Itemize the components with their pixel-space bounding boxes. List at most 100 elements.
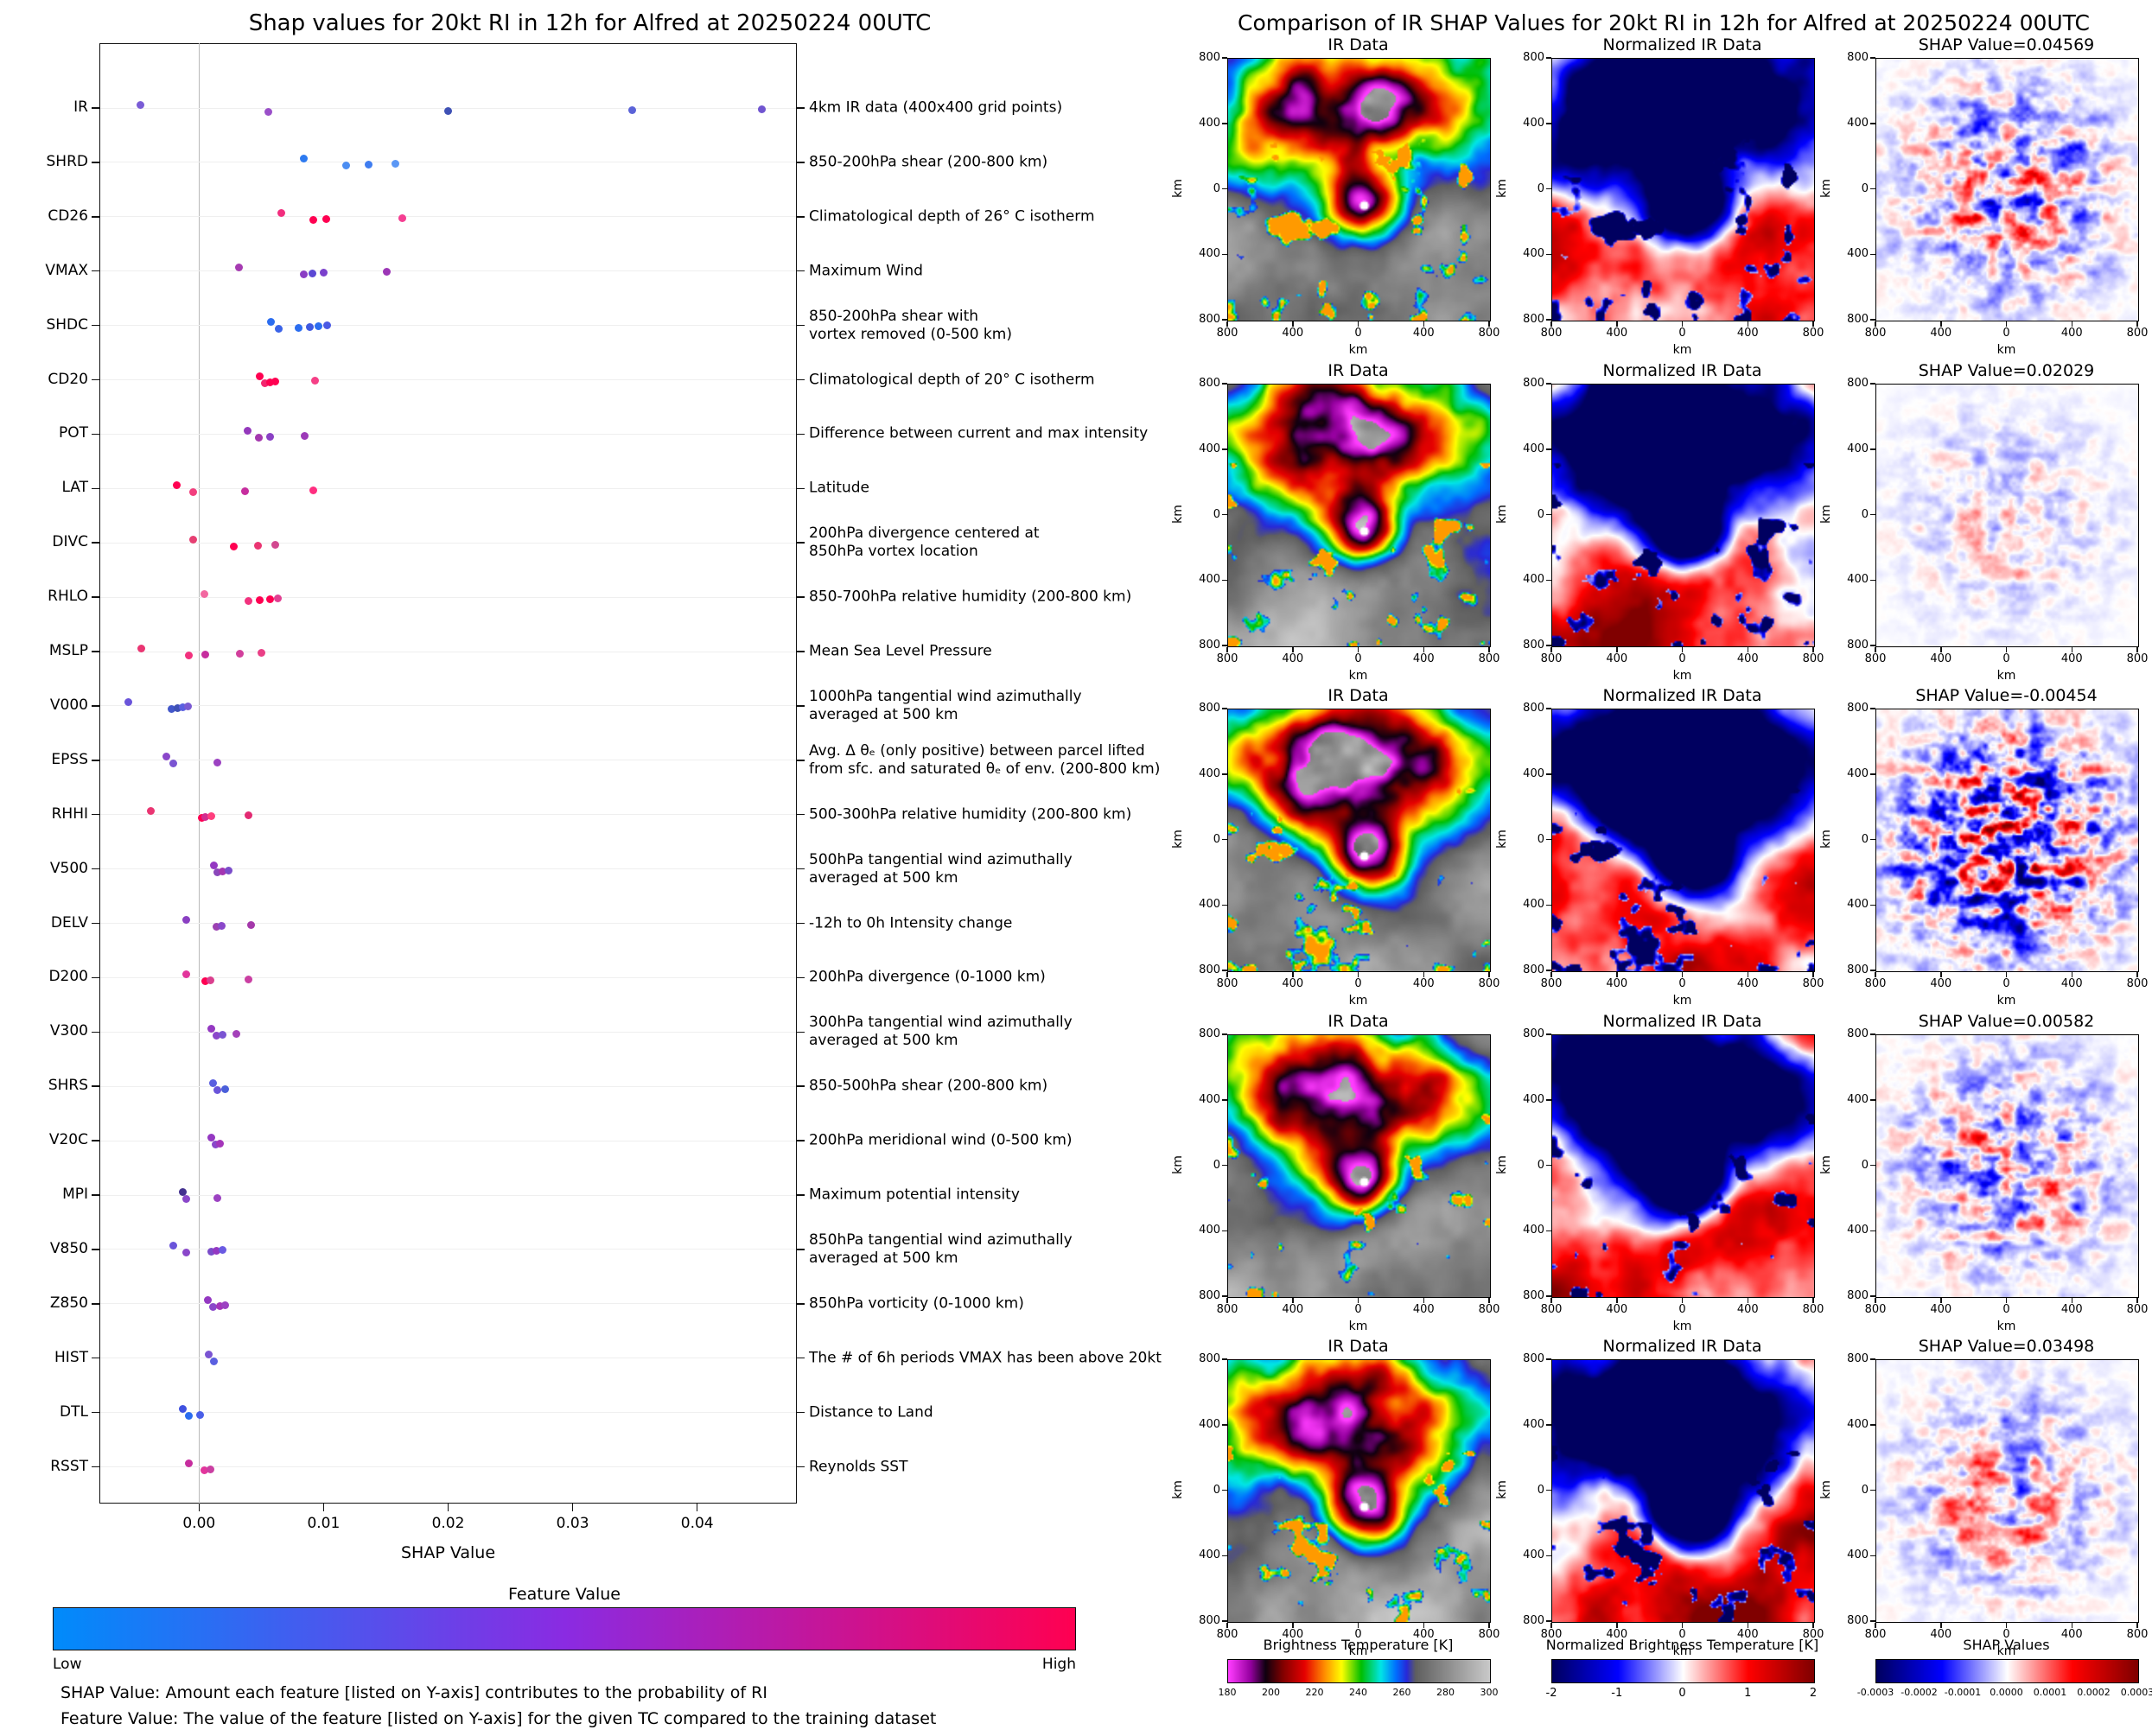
y-tickmark-right — [797, 922, 805, 925]
x-tick-label: 800 — [2126, 1628, 2149, 1641]
x-tick-label: 400 — [1412, 977, 1435, 990]
y-axis-tickmark — [1546, 1555, 1551, 1556]
y-axis-tickmark — [1870, 1424, 1875, 1426]
y-tick-label: 800 — [1847, 1352, 1869, 1365]
x-tick-label: 400 — [1282, 1303, 1304, 1316]
caption-shap-value: SHAP Value: Amount each feature [listed … — [60, 1683, 767, 1702]
shap-dot — [306, 323, 315, 332]
y-axis-km-label: km — [1171, 178, 1185, 198]
feature-description-D200: 200hPa divergence (0-1000 km) — [809, 968, 1046, 986]
x-tick-label: 400 — [1736, 1303, 1759, 1316]
x-tick-label: 0 — [1678, 977, 1686, 990]
y-tick-label: 800 — [1523, 313, 1544, 326]
bt-colorbar — [1227, 1659, 1491, 1683]
y-tick-label: 800 — [1523, 51, 1544, 64]
shap-beeswarm-plot-box — [99, 43, 797, 1504]
subplot-title: Normalized IR Data — [1602, 1012, 1762, 1031]
shap-dot — [207, 1133, 216, 1141]
shap-dot — [182, 1194, 191, 1203]
row-gridline — [100, 1085, 796, 1087]
x-tick-label: 400 — [2060, 1628, 2083, 1641]
y-axis-tickmark — [1546, 448, 1551, 450]
y-tickmark-left — [92, 324, 99, 327]
y-tickmark-right — [797, 596, 805, 598]
y-tick-label: 800 — [1847, 1027, 1869, 1040]
y-axis-tickmark — [1222, 513, 1227, 516]
x-axis-tickmark — [1681, 647, 1684, 652]
shap-dot — [309, 486, 318, 494]
x-axis-tickmark — [1488, 972, 1490, 977]
y-tick-label: 400 — [1199, 898, 1220, 912]
y-axis-tickmark — [1546, 123, 1551, 124]
x-tick-label: 800 — [1216, 652, 1238, 665]
y-axis-tickmark — [1222, 1555, 1227, 1556]
y-tick-label: 800 — [1523, 1027, 1544, 1040]
y-tickmark-left — [92, 107, 99, 109]
shap-dot — [319, 269, 328, 277]
shap-dot — [216, 1139, 225, 1148]
y-axis-km-label: km — [1171, 504, 1185, 524]
shap-dot — [267, 318, 276, 327]
y-tickmark-right — [797, 1249, 805, 1250]
colorbar-tick-label: 0.0001 — [2033, 1687, 2067, 1698]
shap-dot — [200, 589, 208, 598]
feature-description-V20C: 200hPa meridional wind (0-500 km) — [809, 1131, 1073, 1149]
normalized-colorbar — [1551, 1659, 1815, 1683]
y-axis-tickmark — [1222, 1164, 1227, 1167]
y-tick-label: 400 — [1847, 766, 1869, 780]
x-tick-label: 400 — [1736, 327, 1759, 340]
y-tickmark-left — [92, 162, 99, 163]
y-axis-tickmark — [1222, 1358, 1227, 1360]
feature-description-RSST: Reynolds SST — [809, 1458, 908, 1475]
y-tickmark-left — [92, 596, 99, 598]
y-tick-label: 400 — [1847, 247, 1869, 261]
y-axis-tickmark — [1222, 383, 1227, 385]
left-chart-title: Shap values for 20kt RI in 12h for Alfre… — [248, 10, 932, 36]
y-axis-tickmark — [1546, 253, 1551, 255]
feature-description-V300: 300hPa tangential wind azimuthally avera… — [809, 1014, 1073, 1050]
x-tick-label: 0 — [2002, 1303, 2010, 1316]
feature-description-MPI: Maximum potential intensity — [809, 1186, 1020, 1204]
shap-dot — [207, 1024, 216, 1033]
x-tick-label: 400 — [1606, 327, 1628, 340]
x-axis-km-label: km — [1996, 994, 2016, 1008]
y-tickmark-left — [92, 976, 99, 979]
ir-map-canvas — [1227, 58, 1491, 321]
shap-dot — [185, 1412, 194, 1421]
feature-label-D200: D200 — [48, 968, 88, 986]
shap-dot — [256, 372, 264, 380]
x-tick-label: 400 — [2060, 977, 2083, 990]
x-axis-tickmark — [1488, 1623, 1490, 1628]
x-axis-km-label: km — [1348, 1644, 1368, 1658]
x-axis-tickmark — [1812, 1623, 1814, 1628]
shap-dot — [185, 1459, 194, 1467]
shap-dot — [271, 378, 279, 385]
feature-label-DIVC: DIVC — [52, 533, 88, 551]
x-tick-label: 800 — [1864, 327, 1887, 340]
y-tickmark-left — [92, 542, 99, 544]
subplot-title: Normalized IR Data — [1602, 35, 1762, 54]
shap-dot — [219, 868, 227, 876]
y-tick-label: 400 — [1523, 766, 1544, 780]
shap-dot — [383, 268, 392, 277]
shap-colorbar — [1875, 1659, 2139, 1683]
x-tick-label: 400 — [1282, 327, 1304, 340]
x-tick-label: 800 — [1216, 1628, 1238, 1641]
y-axis-tickmark — [1870, 904, 1875, 906]
x-axis-tickmark — [1875, 1623, 1876, 1628]
y-tick-label: 800 — [1199, 1289, 1220, 1302]
feature-label-VMAX: VMAX — [45, 261, 88, 279]
bt-colorbar-title: Brightness Temperature [K] — [1263, 1637, 1454, 1653]
x-axis-km-label: km — [1996, 343, 2016, 357]
x-tick-label: 0.02 — [431, 1515, 465, 1532]
x-axis-tickmark — [1292, 321, 1294, 327]
y-axis-tickmark — [1222, 448, 1227, 450]
row-gridline — [100, 976, 796, 978]
y-tick-label: 800 — [1847, 1289, 1869, 1302]
y-tick-label: 400 — [1847, 116, 1869, 130]
y-tick-label: 0 — [1537, 1158, 1544, 1172]
shap-dot — [271, 540, 279, 549]
y-axis-tickmark — [1222, 645, 1227, 646]
x-axis-tickmark — [1616, 1623, 1618, 1628]
